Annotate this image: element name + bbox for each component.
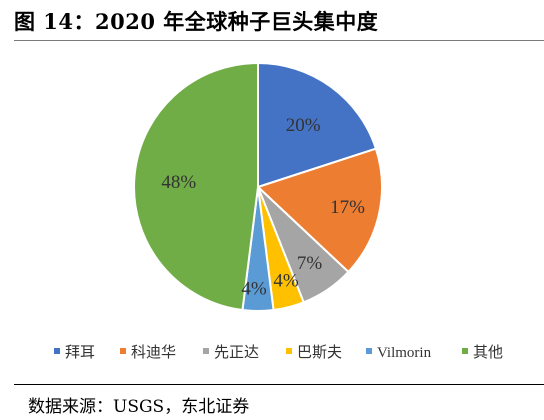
legend-label-vilmorin: Vilmorin bbox=[377, 345, 432, 361]
legend-label-corteva: 科迪华 bbox=[131, 344, 176, 361]
legend-swatch-bayer bbox=[54, 348, 60, 354]
pie-slice-bayer bbox=[257, 61, 378, 189]
pie-slice-corteva bbox=[256, 147, 383, 274]
slice-label-basf: 4% bbox=[273, 271, 299, 292]
legend-swatch-others bbox=[462, 348, 468, 354]
legend-swatch-basf bbox=[286, 348, 292, 354]
source-note: 数据来源：USGS，东北证券 bbox=[28, 397, 250, 417]
pie-value-labels: 20%17%7%4%4%48% bbox=[161, 115, 365, 300]
title-divider bbox=[14, 40, 544, 41]
slice-label-vilmorin: 4% bbox=[241, 279, 267, 300]
legend-swatch-syngenta bbox=[203, 348, 209, 354]
legend-label-bayer: 拜耳 bbox=[65, 344, 95, 361]
slice-label-syngenta: 7% bbox=[297, 253, 323, 274]
legend-label-others: 其他 bbox=[473, 344, 503, 361]
legend-swatch-vilmorin bbox=[366, 348, 372, 354]
legend-swatch-corteva bbox=[120, 348, 126, 354]
source-divider bbox=[14, 384, 544, 385]
slice-label-others: 48% bbox=[161, 172, 196, 193]
legend-label-basf: 巴斯夫 bbox=[297, 344, 342, 361]
pie-chart: 20% 17% 7% 4% 4% 48% 拜耳 科迪华 先正达 巴斯夫 Vilmorin 其他 bbox=[14, 46, 544, 380]
pie-chart-svg: 20%17%7%4%4%48% 拜耳 科迪华 先正达 巴斯夫 Vilmorin 其他 bbox=[54, 61, 503, 361]
pie-slices bbox=[133, 61, 383, 312]
slice-label-corteva: 17% bbox=[330, 197, 365, 218]
pie-slice-others bbox=[133, 61, 259, 312]
legend-label-syngenta: 先正达 bbox=[214, 344, 259, 361]
chart-legend: 拜耳 科迪华 先正达 巴斯夫 Vilmorin 其他 bbox=[54, 344, 503, 361]
figure-title: 图 14：2020 年全球种子巨头集中度 bbox=[14, 9, 379, 34]
slice-label-bayer: 20% bbox=[286, 115, 321, 136]
